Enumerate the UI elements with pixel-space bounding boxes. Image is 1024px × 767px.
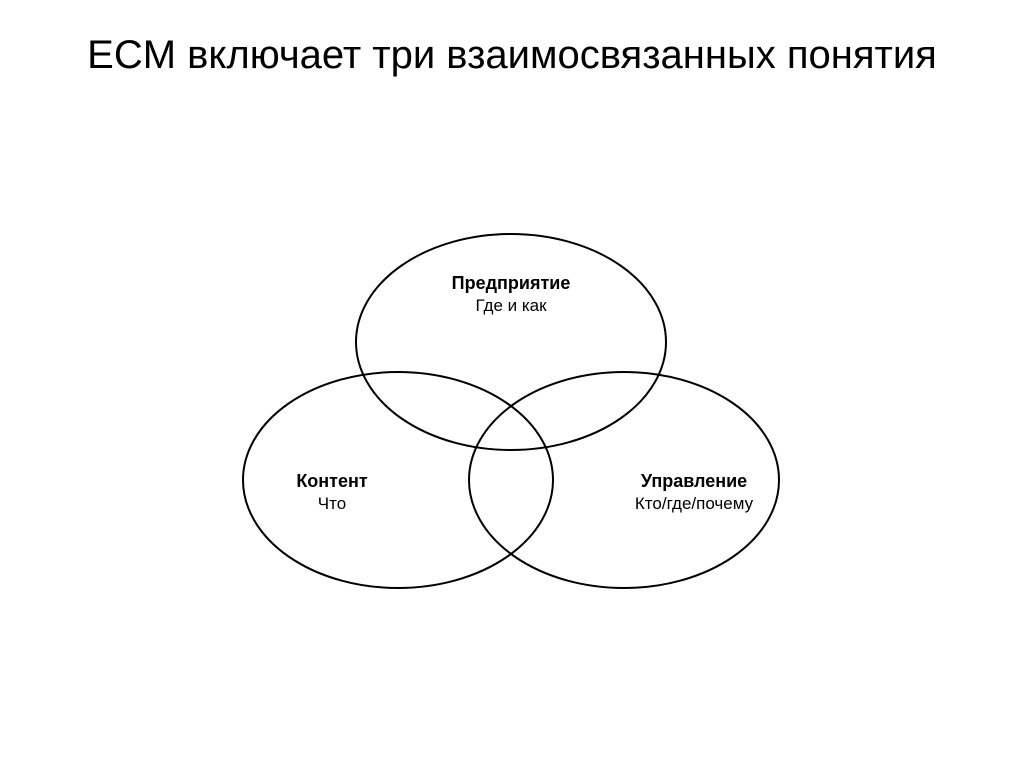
venn-ellipse-top [356, 234, 666, 450]
venn-label-top: Предприятие Где и как [391, 272, 631, 316]
venn-label-right-title: Управление [574, 470, 814, 493]
venn-label-left-sub: Что [212, 493, 452, 514]
venn-label-top-title: Предприятие [391, 272, 631, 295]
venn-label-top-sub: Где и как [391, 295, 631, 316]
slide: ECM включает три взаимосвязанных понятия… [0, 0, 1024, 767]
venn-label-right-sub: Кто/где/почему [574, 493, 814, 514]
venn-label-left: Контент Что [212, 470, 452, 514]
venn-diagram [0, 0, 1024, 767]
venn-label-left-title: Контент [212, 470, 452, 493]
venn-label-right: Управление Кто/где/почему [574, 470, 814, 514]
